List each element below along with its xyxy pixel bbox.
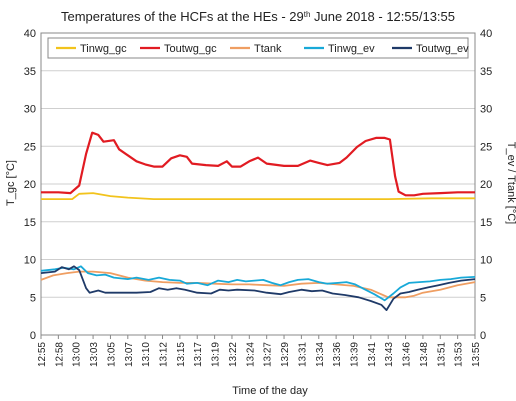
x-tick-label: 13:39 (349, 342, 360, 367)
x-axis-label: Time of the day (232, 385, 308, 397)
legend-label: Tinwg_gc (80, 43, 127, 55)
y-axis-left: 0 5 10 15 20 25 30 35 40 (24, 28, 36, 342)
series-group (40, 131, 476, 311)
y-right-tick-label: 35 (480, 66, 492, 78)
series-line-toutwg-gc (41, 131, 475, 197)
x-tick-label: 13:41 (367, 342, 378, 367)
x-tick-label: 13:03 (89, 342, 100, 367)
y-right-tick-label: 40 (480, 28, 492, 40)
y-right-tick-label: 10 (480, 255, 492, 267)
series-line-tinwg-ev (40, 265, 476, 302)
series-line-toutwg-ev (40, 265, 476, 311)
x-tick-label: 13:36 (332, 342, 343, 367)
y-tick-label: 20 (24, 179, 36, 191)
x-tick-label: 13:43 (384, 342, 395, 367)
title-rest: June 2018 - 12:55/13:55 (310, 9, 455, 24)
x-tick-label: 13:00 (72, 342, 83, 367)
y-tick-label: 35 (24, 66, 36, 78)
legend-label: Toutwg_ev (416, 43, 469, 55)
x-tick-label: 13:05 (106, 342, 117, 367)
series-line-tinwg-gc (41, 192, 475, 200)
y-axis-label-right: T_ev / Ttank [°C] (505, 142, 516, 224)
x-tick-label: 13:46 (402, 342, 413, 367)
x-tick-label: 13:07 (124, 342, 135, 367)
x-tick-label: 13:34 (315, 342, 326, 367)
x-tick-label: 13:55 (471, 342, 482, 367)
x-tick-label: 13:51 (436, 342, 447, 367)
y-tick-label: 15 (24, 217, 36, 229)
legend-label: Ttank (254, 43, 282, 55)
x-tick-label: 13:10 (141, 342, 152, 367)
x-tick-label: 13:27 (263, 342, 274, 367)
y-right-tick-label: 15 (480, 217, 492, 229)
y-right-tick-label: 5 (480, 292, 486, 304)
title-main: Temperatures of the HCFs at the HEs - 29 (61, 9, 304, 24)
y-tick-label: 5 (30, 292, 36, 304)
y-axis-label-left: T_gc [°C] (5, 160, 17, 206)
y-right-tick-label: 25 (480, 141, 492, 153)
y-tick-label: 30 (24, 104, 36, 116)
legend-label: Tinwg_ev (328, 43, 375, 55)
x-tick-label: 13:53 (454, 342, 465, 367)
x-tick-label: 13:24 (245, 342, 256, 367)
y-tick-label: 10 (24, 255, 36, 267)
x-tick-label: 13:17 (193, 342, 204, 367)
y-right-tick-label: 20 (480, 179, 492, 191)
y-right-tick-label: 0 (480, 330, 486, 342)
x-axis: 12:55 12:58 13:00 13:03 13:05 13:07 13:10 13:12… (37, 335, 482, 367)
plot-frame (40, 32, 476, 336)
y-tick-label: 40 (24, 28, 36, 40)
y-right-tick-label: 30 (480, 104, 492, 116)
series-line-ttank (40, 270, 476, 299)
x-tick-label: 13:12 (159, 342, 170, 367)
x-tick-label: 12:55 (37, 342, 48, 367)
legend-label: Toutwg_gc (164, 43, 217, 55)
x-tick-label: 13:31 (297, 342, 308, 367)
legend: Tinwg_gc Toutwg_gc Ttank Tinwg_ev Toutwg_ev (47, 37, 469, 59)
chart-title: Temperatures of the HCFs at the HEs - 29… (61, 9, 455, 24)
x-tick-label: 13:22 (228, 342, 239, 367)
title-superscript: th (304, 10, 311, 19)
legend-box (47, 37, 469, 59)
x-tick-label: 13:29 (280, 342, 291, 367)
x-tick-label: 13:48 (419, 342, 430, 367)
x-tick-label: 13:15 (176, 342, 187, 367)
y-tick-label: 25 (24, 141, 36, 153)
x-tick-label: 13:19 (211, 342, 222, 367)
x-tick-label: 12:58 (54, 342, 65, 367)
y-tick-label: 0 (30, 330, 36, 342)
y-axis-right: 0 5 10 15 20 25 30 35 40 (480, 28, 492, 342)
